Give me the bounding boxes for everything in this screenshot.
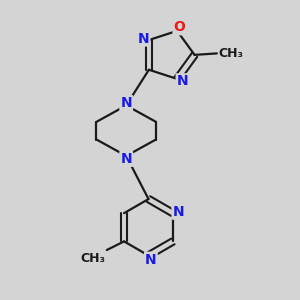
Text: N: N [145, 253, 157, 267]
Text: CH₃: CH₃ [80, 251, 105, 265]
Text: N: N [120, 96, 132, 110]
Text: N: N [120, 152, 132, 166]
Text: N: N [177, 74, 188, 88]
Text: O: O [174, 20, 185, 34]
Text: CH₃: CH₃ [218, 47, 243, 60]
Text: N: N [172, 205, 184, 219]
Text: N: N [138, 32, 149, 46]
